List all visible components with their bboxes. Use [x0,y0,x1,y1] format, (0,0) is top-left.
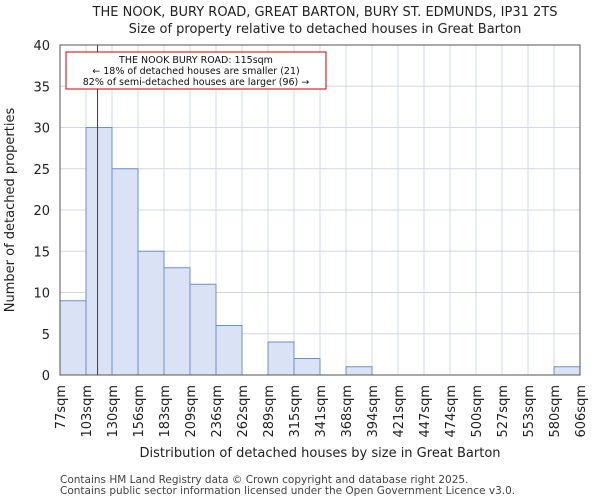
x-tick-label: 103sqm [80,385,95,438]
annotation-line-1: THE NOOK BURY ROAD: 115sqm [118,55,273,66]
y-tick-label: 30 [33,122,50,137]
annotation-box: THE NOOK BURY ROAD: 115sqm ← 18% of deta… [65,51,327,90]
x-tick-label: 183sqm [158,385,173,438]
annotation-line-2: ← 18% of detached houses are smaller (21… [92,66,299,77]
bar-103sqm [85,127,113,376]
y-tick-label: 40 [33,39,50,54]
x-tick-label: 500sqm [470,385,485,438]
x-tick-label: 527sqm [496,385,511,438]
x-tick-label: 447sqm [418,385,433,438]
annotation-line-3: 82% of semi-detached houses are larger (… [83,77,310,88]
y-tick-label: 15 [33,245,50,260]
x-tick-label: 580sqm [548,385,563,438]
chart-subtitle: Size of property relative to detached ho… [129,22,522,37]
x-tick-label: 130sqm [106,385,121,438]
x-tick-label: 606sqm [574,385,589,438]
bar-289sqm [267,341,295,376]
bar-236sqm [215,325,243,376]
chart-title: THE NOOK, BURY ROAD, GREAT BARTON, BURY … [92,5,558,20]
x-tick-label: 236sqm [210,385,225,438]
y-axis-label: Number of detached properties [3,108,18,313]
footer-line-1: Contains HM Land Registry data © Crown c… [60,474,469,486]
y-tick-label: 35 [33,80,50,95]
x-tick-label: 315sqm [288,385,303,438]
bars [59,127,581,376]
bar-77sqm [59,300,87,376]
x-tick-label: 156sqm [132,385,147,438]
x-tick-label: 209sqm [184,385,199,438]
y-tick-label: 10 [33,287,50,302]
x-tick-label: 553sqm [522,385,537,438]
x-tick-label: 77sqm [54,385,69,429]
x-tick-label: 262sqm [236,385,251,438]
y-axis-ticks: 0 5 10 15 20 25 30 35 40 [33,39,50,384]
x-axis-label: Distribution of detached houses by size … [139,446,500,461]
bar-368sqm [345,366,373,376]
bar-183sqm [163,267,191,376]
x-tick-label: 368sqm [340,385,355,438]
y-tick-label: 5 [42,328,50,343]
y-tick-label: 0 [42,369,50,384]
bar-156sqm [137,250,165,376]
footer-line-2: Contains public sector information licen… [60,485,516,497]
bar-580sqm [553,366,581,376]
x-tick-label: 341sqm [314,385,329,438]
x-tick-label: 421sqm [392,385,407,438]
x-tick-label: 289sqm [262,385,277,438]
y-tick-label: 20 [33,204,50,219]
bar-315sqm [293,358,321,376]
y-tick-label: 25 [33,163,50,178]
x-axis-ticks: 77sqm 103sqm 130sqm 156sqm 183sqm 209sqm 236sq… [54,385,589,438]
x-tick-label: 394sqm [366,385,381,438]
bar-209sqm [189,283,217,376]
bar-130sqm [111,168,139,376]
plot-frame [59,44,581,376]
x-tick-label: 474sqm [444,385,459,438]
